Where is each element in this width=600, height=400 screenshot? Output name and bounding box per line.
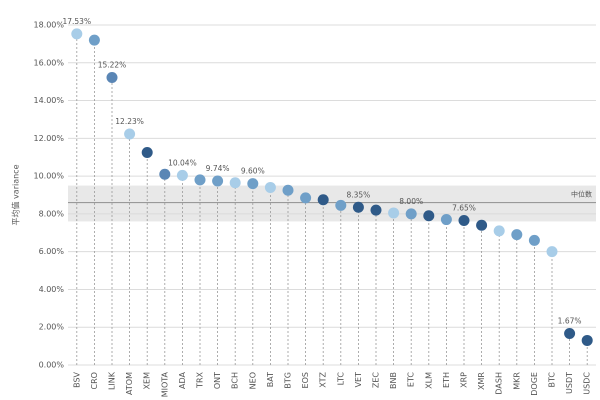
y-tick-label: 6.00% [39,247,65,256]
dot [282,184,294,196]
dot [141,147,153,158]
dot [194,174,206,186]
x-tick-label: LINK [108,371,117,390]
dot [458,215,470,226]
x-tick-label: DOGE [530,372,539,396]
x-tick-label: BSV [72,371,81,387]
value-label: 12.23% [115,117,144,126]
x-tick-label: BNB [389,372,398,389]
y-tick-label: 14.00% [33,96,64,105]
x-tick-label: USDC [583,372,592,395]
value-label: 17.53% [62,17,91,26]
value-label: 7.65% [452,204,476,213]
x-tick-label: TRX [196,371,205,388]
dot [300,192,312,204]
dot [212,175,224,187]
x-tick-label: MKR [512,372,521,390]
value-label: 9.74% [206,164,230,173]
dot [581,334,593,346]
x-tick-label: ETH [442,372,451,388]
value-label: 8.00% [399,197,423,206]
median-label: 中位数 [571,190,592,199]
y-tick-label: 18.00% [33,21,64,30]
dot [124,128,136,140]
dot [71,28,83,40]
dot [405,208,417,220]
x-tick-label: ONT [213,372,222,389]
value-label: 9.60% [241,167,265,176]
x-tick-label: CRO [90,372,99,389]
dot [176,169,188,181]
dot [440,214,452,226]
x-tick-label: ADA [178,371,187,388]
x-tick-label: BCH [231,372,240,389]
dot [229,177,241,189]
dot [493,225,505,237]
x-tick-label: XTZ [319,371,328,387]
y-tick-label: 12.00% [33,134,64,143]
dot [247,178,259,190]
x-tick-label: XEM [143,372,152,390]
x-tick-label: BTG [284,372,293,389]
x-tick-label: XMR [477,372,486,390]
value-label: 15.22% [98,61,127,70]
dot [370,204,382,216]
y-tick-label: 10.00% [33,172,64,181]
x-tick-label: EOS [301,372,310,388]
x-tick-label: MIOTA [160,371,169,397]
value-label: 1.67% [558,316,582,325]
dot [264,181,276,193]
dot [564,327,576,339]
x-tick-label: BTC [548,372,557,388]
dot [388,207,400,219]
x-tick-label: USDT [565,372,574,394]
dot [546,246,558,258]
value-label: 8.35% [346,190,370,199]
dot [159,168,171,180]
x-tick-label: BAT [266,372,275,387]
x-tick-label: LTC [336,372,345,386]
dot [423,210,435,222]
x-tick-label: VET [354,372,363,388]
y-tick-label: 0.00% [39,361,65,370]
x-tick-label: ETC [407,372,416,387]
x-tick-label: NEO [248,372,257,389]
dot [335,199,347,211]
x-tick-label: XLM [424,372,433,389]
dot [352,201,364,213]
dot [317,194,329,206]
y-tick-label: 16.00% [33,58,64,67]
y-tick-label: 2.00% [39,323,65,332]
dot [511,229,523,241]
median-band [68,185,596,222]
x-tick-label: XRP [460,372,469,388]
dot [88,34,100,46]
y-tick-label: 8.00% [39,209,65,218]
y-tick-label: 4.00% [39,285,65,294]
dot [476,219,488,231]
x-tick-label: DASH [495,372,504,395]
value-label: 10.04% [168,158,197,167]
dot [106,72,118,84]
x-tick-label: ZEC [372,372,381,389]
x-tick-label: ATOM [125,372,134,395]
y-axis-label: 平均值 variance [11,164,21,225]
dot [528,234,540,246]
